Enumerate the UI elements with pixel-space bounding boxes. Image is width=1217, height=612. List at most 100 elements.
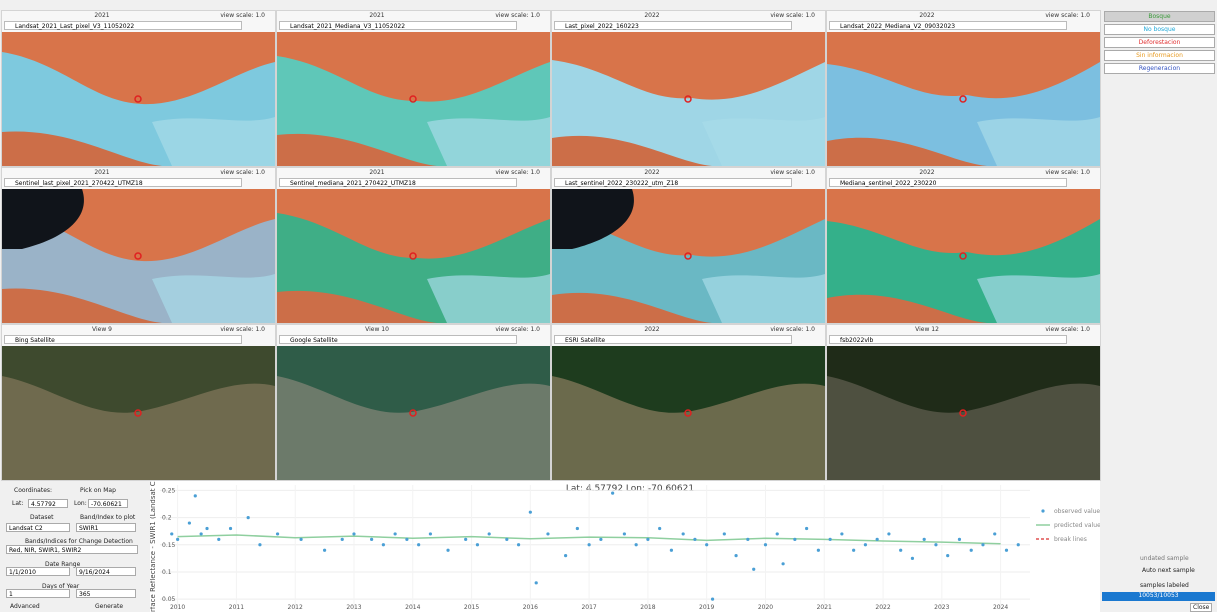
sample-marker bbox=[409, 95, 417, 103]
auto-next-checkbox[interactable]: Auto next sample bbox=[1142, 567, 1195, 574]
observed-point bbox=[734, 554, 738, 558]
observed-point bbox=[622, 532, 626, 536]
observed-point bbox=[217, 537, 221, 541]
view-title: 2022 bbox=[919, 169, 935, 176]
layer-dropdown[interactable]: ESRI Satellite bbox=[554, 335, 792, 344]
control-label[interactable]: Pick on Map bbox=[80, 487, 116, 494]
map-view: 2021 view scale: 1.0 Landsat_2021_Mediana_… bbox=[276, 10, 551, 167]
layer-dropdown[interactable]: Sentinel_last_pixel_2021_270422_UTMZ18 bbox=[4, 178, 242, 187]
view-scale: view scale: 1.0 bbox=[770, 12, 815, 19]
sample-marker bbox=[684, 95, 692, 103]
layer-dropdown[interactable]: Last_sentinel_2022_230222_utm_Z18 bbox=[554, 178, 792, 187]
map-image[interactable] bbox=[827, 346, 1100, 480]
input-field[interactable]: 1 bbox=[6, 589, 70, 598]
control-label: Days of Year bbox=[42, 583, 80, 590]
layer-dropdown[interactable]: Mediana_sentinel_2022_230220 bbox=[829, 178, 1067, 187]
observed-point bbox=[946, 554, 950, 558]
layer-dropdown[interactable]: Landsat_2022_Mediana_V2_09032023 bbox=[829, 21, 1067, 30]
close-button[interactable]: Close bbox=[1190, 603, 1213, 612]
label-button[interactable]: Sin informacion bbox=[1104, 50, 1215, 61]
observed-point bbox=[370, 537, 374, 541]
observed-point bbox=[322, 548, 327, 552]
map-image[interactable] bbox=[552, 32, 825, 166]
sample-marker bbox=[134, 409, 142, 417]
map-image[interactable] bbox=[552, 189, 825, 323]
view-title: View 12 bbox=[915, 326, 939, 333]
map-image[interactable] bbox=[277, 32, 550, 166]
sample-marker bbox=[684, 409, 692, 417]
observed-point bbox=[599, 537, 603, 541]
view-scale: view scale: 1.0 bbox=[495, 12, 540, 19]
map-view: 2021 view scale: 1.0 Sentinel_mediana_2021… bbox=[276, 167, 551, 324]
control-label: Date Range bbox=[45, 561, 81, 568]
map-image[interactable] bbox=[277, 346, 550, 480]
orange-region bbox=[552, 135, 712, 166]
label-button[interactable]: Regeneracion bbox=[1104, 63, 1215, 74]
layer-dropdown[interactable]: Landsat_2021_Last_pixel_V3_11052022 bbox=[4, 21, 242, 30]
layer-dropdown[interactable]: Bing Satellite bbox=[4, 335, 242, 344]
map-view: 2021 view scale: 1.0 Sentinel_last_pixel_2… bbox=[1, 167, 276, 324]
input-field[interactable]: -70.60621 bbox=[88, 499, 128, 508]
observed-point bbox=[405, 537, 409, 541]
x-tick-label: 2014 bbox=[405, 604, 420, 611]
label-button[interactable]: Bosque bbox=[1104, 11, 1215, 22]
control-label[interactable]: Advanced bbox=[10, 603, 40, 610]
predicted-line bbox=[177, 534, 1001, 545]
view-scale: view scale: 1.0 bbox=[220, 12, 265, 19]
map-image[interactable] bbox=[827, 189, 1100, 323]
label-button[interactable]: Deforestacion bbox=[1104, 37, 1215, 48]
observed-point bbox=[534, 581, 538, 585]
observed-point bbox=[634, 543, 638, 547]
view-title: View 10 bbox=[365, 326, 389, 333]
map-image[interactable] bbox=[2, 346, 275, 480]
layer-dropdown[interactable]: fsb2022vlb bbox=[829, 335, 1067, 344]
control-label: Dataset bbox=[30, 514, 54, 521]
light-region bbox=[702, 274, 825, 323]
control-label[interactable]: Generate bbox=[95, 603, 124, 610]
input-field[interactable]: 1/1/2010 bbox=[6, 567, 70, 576]
layer-dropdown[interactable]: Sentinel_mediana_2021_270422_UTMZ18 bbox=[279, 178, 517, 187]
observed-point bbox=[199, 532, 203, 536]
view-title: 2021 bbox=[369, 12, 385, 19]
observed-point bbox=[775, 532, 779, 536]
observed-point bbox=[658, 526, 662, 531]
view-title: 2021 bbox=[94, 169, 110, 176]
map-image[interactable] bbox=[2, 32, 275, 166]
input-field[interactable]: 9/16/2024 bbox=[76, 567, 136, 576]
input-field[interactable]: 4.57792 bbox=[28, 499, 68, 508]
layer-dropdown[interactable]: Last_pixel_2022_160223 bbox=[554, 21, 792, 30]
view-scale: view scale: 1.0 bbox=[770, 326, 815, 333]
y-tick-label: 0.15 bbox=[162, 542, 176, 549]
dark-region bbox=[2, 189, 84, 249]
view-title: 2022 bbox=[644, 169, 660, 176]
observed-point bbox=[564, 554, 568, 558]
observed-point bbox=[969, 548, 973, 552]
map-image[interactable] bbox=[552, 346, 825, 480]
map-view: 2022 view scale: 1.0 Last_sentinel_2022_23… bbox=[551, 167, 826, 324]
map-image[interactable] bbox=[827, 32, 1100, 166]
observed-point bbox=[793, 537, 797, 541]
view-scale: view scale: 1.0 bbox=[495, 169, 540, 176]
map-image[interactable] bbox=[2, 189, 275, 323]
observed-point bbox=[475, 543, 480, 547]
label-button[interactable]: No bosque bbox=[1104, 24, 1215, 35]
observed-point bbox=[611, 491, 615, 495]
input-field[interactable]: Red, NIR, SWIR1, SWIR2 bbox=[6, 545, 138, 554]
map-view: View 12 view scale: 1.0 fsb2022vlb bbox=[826, 324, 1101, 481]
observed-point bbox=[381, 543, 385, 547]
input-field[interactable]: Landsat C2 bbox=[6, 523, 70, 532]
view-scale: view scale: 1.0 bbox=[495, 326, 540, 333]
layer-dropdown[interactable]: Google Satellite bbox=[279, 335, 517, 344]
sample-marker bbox=[134, 252, 142, 260]
observed-point bbox=[957, 537, 962, 541]
input-field[interactable]: SWIR1 bbox=[76, 523, 136, 532]
observed-point bbox=[828, 537, 832, 541]
observed-point bbox=[246, 516, 250, 520]
input-field[interactable]: 365 bbox=[76, 589, 136, 598]
map-image[interactable] bbox=[277, 189, 550, 323]
observed-point bbox=[340, 537, 344, 541]
x-tick-label: 2020 bbox=[758, 604, 773, 611]
layer-dropdown[interactable]: Landsat_2021_Mediana_V3_11052022 bbox=[279, 21, 517, 30]
orange-region bbox=[827, 189, 1100, 256]
x-tick-label: 2012 bbox=[288, 604, 303, 611]
